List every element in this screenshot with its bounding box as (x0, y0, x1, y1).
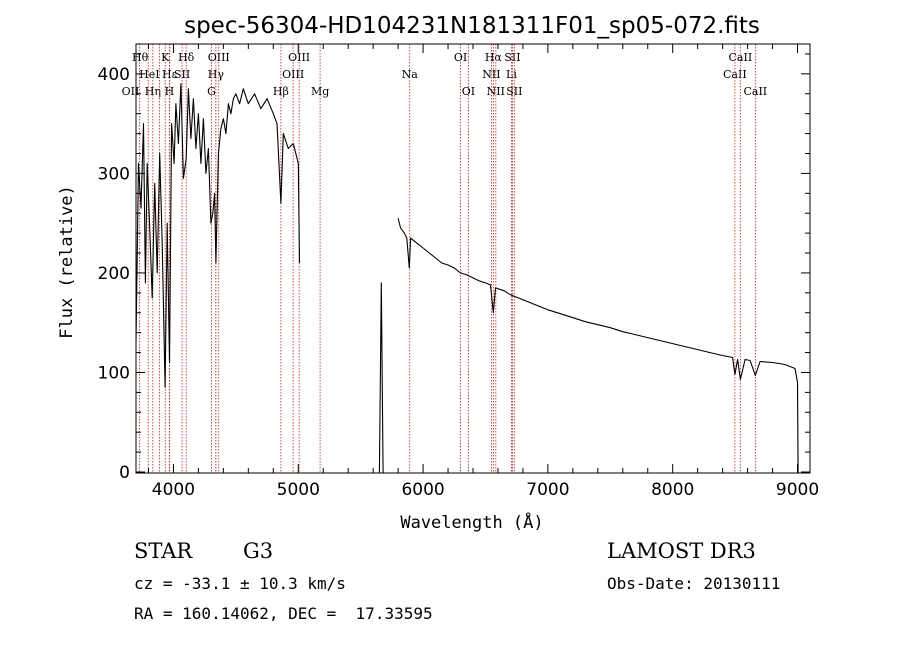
line-label-11: OIII (208, 51, 230, 64)
chart-title: spec-56304-HD104231N181311F01_sp05-072.f… (184, 13, 760, 39)
x-tick-label-3: 7000 (526, 480, 569, 500)
line-label-23: SII (504, 51, 520, 64)
line-label-17: OI (454, 51, 467, 64)
line-label-26: CaII (729, 51, 753, 64)
line-label-7: SII (174, 68, 190, 81)
x-axis-label: Wavelength (Å) (400, 511, 543, 533)
y-tick-label-3: 300 (98, 164, 130, 184)
line-label-10: Hγ (208, 68, 225, 81)
spectrum-series (135, 83, 799, 474)
line-label-13: OIII (282, 68, 304, 81)
emission-line-markers: OIIHθHηHeIKHHεSIIHδGHγOIIIHβOIIIOIIIMgNa… (122, 44, 767, 473)
line-label-5: H (165, 85, 175, 98)
x-tick-label-2: 6000 (401, 480, 444, 500)
line-label-8: Hδ (178, 51, 195, 64)
line-label-15: Mg (311, 85, 329, 98)
plot-frame (135, 43, 811, 474)
line-label-27: CaII (743, 85, 767, 98)
coordinates: RA = 160.14062, DEC = 17.33595 (134, 604, 433, 623)
line-label-6: Hε (162, 68, 178, 81)
line-label-25: CaII (723, 68, 747, 81)
x-tick-label-4: 8000 (651, 480, 694, 500)
spectrum-chart: spec-56304-HD104231N181311F01_sp05-072.f… (57, 13, 819, 533)
x-tick-label-5: 9000 (776, 480, 819, 500)
y-axis-label: Flux (relative) (57, 185, 77, 339)
obs-date: Obs-Date: 20130111 (607, 574, 781, 593)
line-label-0: OII (122, 85, 140, 98)
line-label-4: K (161, 51, 170, 64)
y-tick-label-1: 100 (98, 363, 130, 383)
line-label-12: Hβ (273, 85, 289, 98)
line-label-1: Hθ (132, 51, 149, 64)
y-tick-label-4: 400 (98, 65, 130, 85)
line-label-18: OI (462, 85, 475, 98)
axis-ticks: 4000 5000 6000 7000 8000 9000 0 100 200 300 400 (98, 44, 819, 500)
x-tick-label-1: 5000 (277, 480, 320, 500)
spectrum-segment-0 (135, 83, 301, 388)
line-label-24: SII (506, 85, 522, 98)
spectrum-segment-1 (378, 282, 384, 474)
x-tick-label-0: 4000 (152, 480, 195, 500)
spectrum-segment-2 (397, 218, 799, 474)
line-label-22: Li (506, 68, 517, 81)
line-label-3: HeI (139, 68, 159, 81)
line-label-20: Hα (485, 51, 503, 64)
line-label-9: G (207, 85, 216, 98)
object-subclass: G3 (243, 539, 274, 563)
survey-name: LAMOST DR3 (607, 539, 756, 563)
object-class: STAR (134, 539, 193, 563)
redshift-readout: cz = -33.1 ± 10.3 km/s (134, 574, 346, 593)
y-tick-label-2: 200 (98, 264, 130, 284)
line-label-19: NII (482, 68, 500, 81)
line-label-21: NII (487, 85, 505, 98)
line-label-14: OIII (288, 51, 310, 64)
line-label-16: Na (402, 68, 419, 81)
line-label-2: Hη (145, 85, 161, 98)
y-tick-label-0: 0 (119, 463, 130, 483)
